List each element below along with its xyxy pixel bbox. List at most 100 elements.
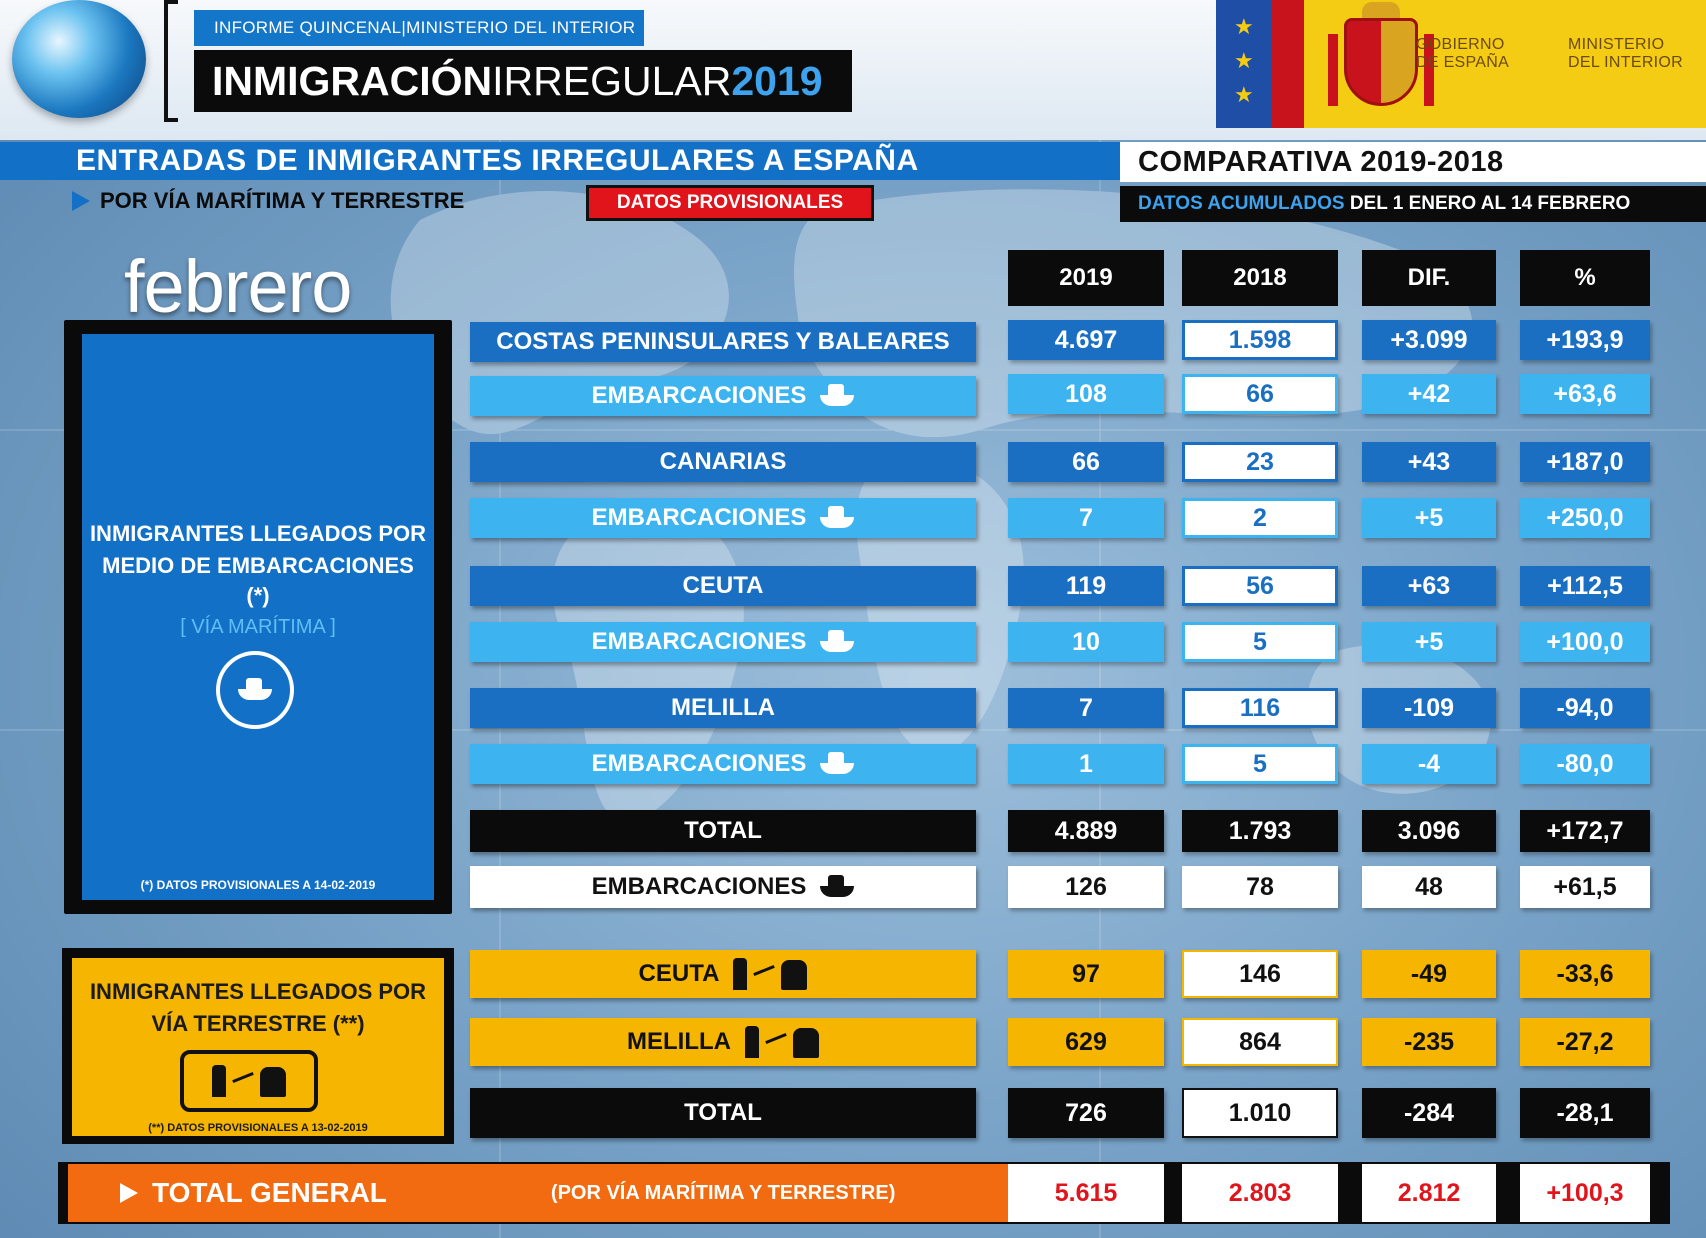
cell-pct: -27,2: [1520, 1018, 1650, 1066]
eu-flag-strip: ★ ★ ★: [1216, 0, 1272, 128]
maritime-panel-line2: MEDIO DE EMBARCACIONES: [102, 553, 414, 578]
cell-dif: 48: [1362, 866, 1496, 908]
row-label: EMBARCACIONES: [470, 622, 976, 662]
border-crossing-icon: [733, 958, 808, 990]
cell-2018: 5: [1182, 744, 1338, 784]
pillar-icon: [1424, 34, 1434, 106]
cell-2018: 56: [1182, 566, 1338, 606]
total-general-2018: 2.803: [1182, 1164, 1338, 1222]
ship-icon: [820, 875, 855, 899]
total-general-sub: (POR VÍA MARÍTIMA Y TERRESTRE): [550, 1181, 896, 1204]
total-general-dif: 2.812: [1362, 1164, 1496, 1222]
land-panel: INMIGRANTES LLEGADOS POR VÍA TERRESTRE (…: [62, 948, 454, 1144]
cell-2019: 4.697: [1008, 320, 1164, 360]
cell-dif: +42: [1362, 374, 1496, 414]
cell-2019: 66: [1008, 442, 1164, 482]
maritime-note: (*) DATOS PROVISIONALES A 14-02-2019: [140, 878, 376, 892]
cell-2018: 5: [1182, 622, 1338, 662]
cell-2018: 2: [1182, 498, 1338, 538]
cell-pct: -33,6: [1520, 950, 1650, 998]
land-panel-line1: INMIGRANTES LLEGADOS POR: [89, 979, 427, 1004]
row-label: TOTAL: [470, 1088, 976, 1138]
cell-2019: 1: [1008, 744, 1164, 784]
cell-2019: 629: [1008, 1018, 1164, 1066]
total-general-2019: 5.615: [1008, 1164, 1164, 1222]
cell-2018: 66: [1182, 374, 1338, 414]
cell-dif: +43: [1362, 442, 1496, 482]
column-header-2018: 2018: [1182, 250, 1338, 306]
play-icon: [72, 191, 90, 211]
cell-dif: +3.099: [1362, 320, 1496, 360]
row-label: EMBARCACIONES: [470, 744, 976, 784]
globe-icon: [12, 0, 146, 118]
cell-dif: +5: [1362, 622, 1496, 662]
ship-icon: [820, 752, 855, 776]
cell-2019: 726: [1008, 1088, 1164, 1138]
spain-flag-strip: [1272, 0, 1304, 128]
cell-pct: +100,0: [1520, 622, 1650, 662]
row-label: MELILLA: [470, 688, 976, 728]
section-subtitle: POR VÍA MARÍTIMA Y TERRESTRE: [72, 188, 464, 214]
cell-dif: -235: [1362, 1018, 1496, 1066]
cell-2019: 97: [1008, 950, 1164, 998]
report-title: INMIGRACIÓN IRREGULAR 2019: [194, 50, 852, 112]
section-title: ENTRADAS DE INMIGRANTES IRREGULARES A ES…: [0, 142, 1120, 180]
pillar-icon: [1328, 34, 1338, 106]
play-icon: [120, 1183, 138, 1203]
cell-2018: 1.010: [1182, 1088, 1338, 1138]
star-icon: ★: [1234, 48, 1254, 73]
cell-pct: +112,5: [1520, 566, 1650, 606]
cell-pct: +187,0: [1520, 442, 1650, 482]
ship-icon: [216, 651, 294, 729]
cell-pct: +61,5: [1520, 866, 1650, 908]
cell-2018: 116: [1182, 688, 1338, 728]
total-general-bar: TOTAL GENERAL (POR VÍA MARÍTIMA Y TERRES…: [68, 1164, 1012, 1222]
column-header-pct: %: [1520, 250, 1650, 306]
maritime-panel-line3: (*): [246, 583, 270, 608]
row-label: CEUTA: [470, 566, 976, 606]
row-label: MELILLA: [470, 1018, 976, 1066]
government-logo: ★ ★ ★ GOBIERNO DE ESPAÑA MINISTERIO DEL IN…: [1216, 0, 1706, 128]
cell-2018: 864: [1182, 1018, 1338, 1066]
cell-pct: +172,7: [1520, 810, 1650, 852]
maritime-via-label: [ VÍA MARÍTIMA ]: [180, 616, 336, 638]
cell-2019: 7: [1008, 498, 1164, 538]
cell-2018: 146: [1182, 950, 1338, 998]
row-label: EMBARCACIONES: [470, 498, 976, 538]
coat-of-arms-icon: [1344, 18, 1418, 106]
cell-2019: 108: [1008, 374, 1164, 414]
row-label: CEUTA: [470, 950, 976, 998]
row-label: TOTAL: [470, 810, 976, 852]
border-crossing-icon: [744, 1026, 819, 1058]
gov-label: GOBIERNO DE ESPAÑA: [1416, 36, 1510, 71]
star-icon: ★: [1234, 82, 1254, 107]
cell-pct: +193,9: [1520, 320, 1650, 360]
comparativa-title: COMPARATIVA 2019-2018: [1120, 142, 1706, 182]
cell-pct: -28,1: [1520, 1088, 1650, 1138]
cell-2018: 1.598: [1182, 320, 1338, 360]
cell-2018: 23: [1182, 442, 1338, 482]
cell-pct: -80,0: [1520, 744, 1650, 784]
maritime-panel-line1: INMIGRANTES LLEGADOS POR: [89, 521, 427, 546]
title-bracket: [164, 0, 178, 122]
date-range-bar: DATOS ACUMULADOS DEL 1 ENERO AL 14 FEBRE…: [1120, 186, 1706, 222]
border-crossing-icon: [180, 1050, 318, 1112]
cell-2019: 10: [1008, 622, 1164, 662]
land-panel-line2: VÍA TERRESTRE (**): [151, 1011, 365, 1036]
cell-pct: -94,0: [1520, 688, 1650, 728]
row-label: COSTAS PENINSULARES Y BALEARES: [470, 322, 976, 362]
row-label: CANARIAS: [470, 442, 976, 482]
cell-2019: 119: [1008, 566, 1164, 606]
cell-pct: +63,6: [1520, 374, 1650, 414]
land-note: (**) DATOS PROVISIONALES A 13-02-2019: [148, 1122, 368, 1134]
row-label: EMBARCACIONES: [470, 866, 976, 908]
month-label: febrero: [124, 245, 352, 328]
maritime-panel: INMIGRANTES LLEGADOS POR MEDIO DE EMBARC…: [64, 320, 452, 914]
cell-pct: +250,0: [1520, 498, 1650, 538]
cell-dif: -284: [1362, 1088, 1496, 1138]
provisional-badge: DATOS PROVISIONALES: [586, 185, 874, 221]
cell-dif: -49: [1362, 950, 1496, 998]
crown-icon: [1362, 2, 1400, 22]
cell-dif: -109: [1362, 688, 1496, 728]
cell-dif: 3.096: [1362, 810, 1496, 852]
